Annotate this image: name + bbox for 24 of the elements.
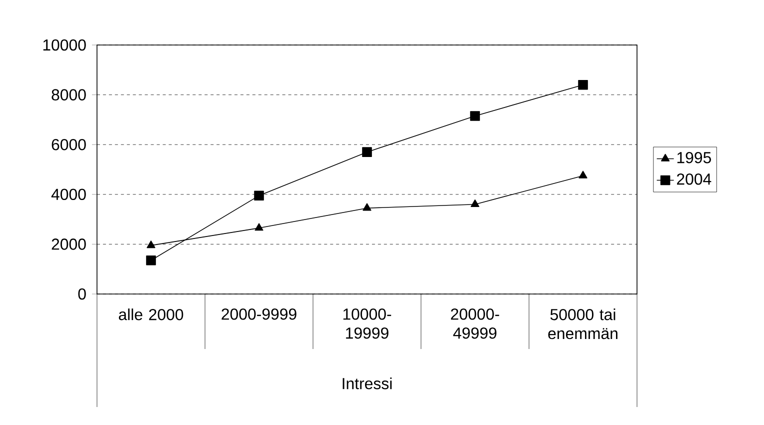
x-axis-title: Intressi bbox=[342, 378, 392, 390]
y-tick-label: 6000 bbox=[52, 138, 86, 150]
x-tick-label: 2000-9999 bbox=[222, 308, 296, 320]
point bbox=[470, 199, 480, 208]
x-tick-label: 50000 tai enemmän bbox=[548, 308, 618, 340]
y-tick-label: 2000 bbox=[52, 238, 86, 250]
point bbox=[146, 255, 156, 266]
y-tick-label: 0 bbox=[78, 288, 86, 300]
point bbox=[362, 203, 372, 211]
x-tick-label: 20000-49999 bbox=[450, 308, 500, 339]
y-tick-label: 4000 bbox=[51, 188, 86, 200]
y-tick-label: 10000 bbox=[43, 39, 86, 51]
legend-label: 1995 bbox=[677, 152, 711, 164]
point bbox=[254, 190, 264, 201]
x-tick-label: 10000-19999 bbox=[343, 308, 392, 339]
point bbox=[578, 80, 588, 90]
point bbox=[578, 170, 588, 178]
point bbox=[254, 223, 264, 231]
point bbox=[146, 240, 156, 248]
legend-label: 2004 bbox=[677, 173, 712, 185]
y-tick-label: 8000 bbox=[52, 89, 86, 100]
point bbox=[362, 147, 372, 157]
x-tick-label: alle 2000 bbox=[118, 308, 184, 320]
point bbox=[470, 111, 480, 121]
